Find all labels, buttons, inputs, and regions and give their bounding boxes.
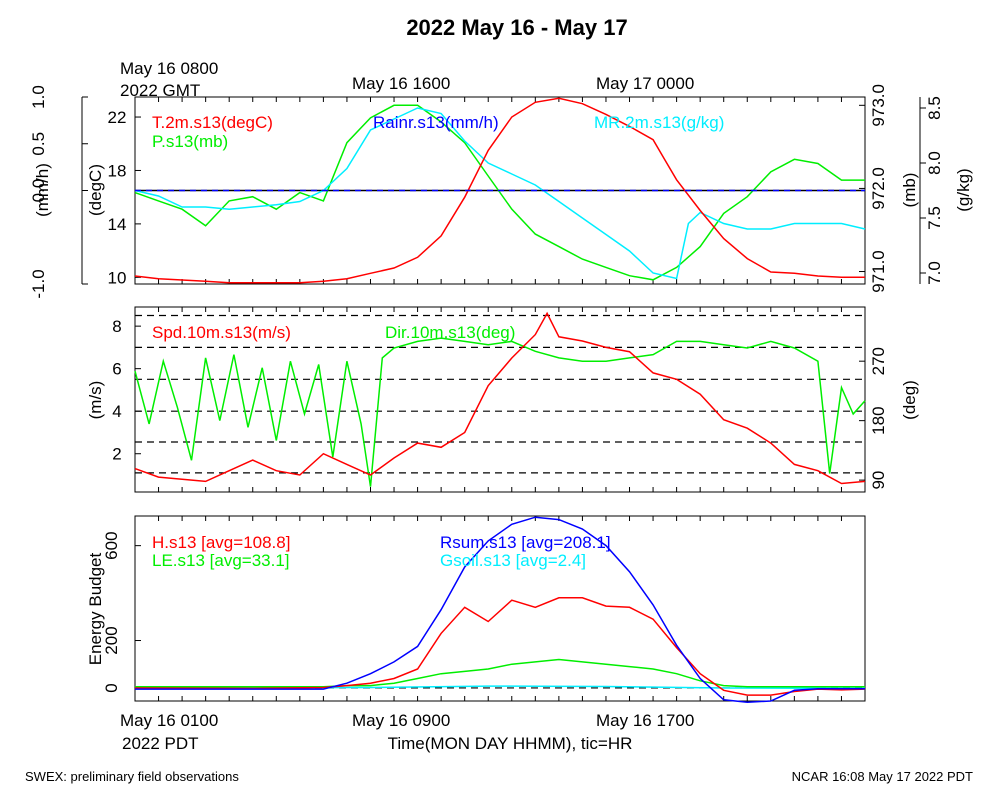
middle-spd-axis-tick-label: 4 <box>112 402 121 421</box>
top-rain-axis-tick-label: 0.0 <box>29 179 48 203</box>
footer-left: SWEX: preliminary field observations <box>25 769 239 784</box>
legend-h-s13-avg-108-8: H.s13 [avg=108.8] <box>152 533 290 552</box>
top-mr-axis-tick-label: 7.5 <box>925 206 944 230</box>
bottom-y-axis-tick-label: 600 <box>102 531 121 559</box>
middle-dir-axis-tick-label: 270 <box>869 347 888 375</box>
top-rain-axis-label: (mm/h) <box>33 163 52 217</box>
top-mr-axis-tick-label: 8.0 <box>925 151 944 175</box>
legend-rainr-s13-mm-h: Rainr.s13(mm/h) <box>373 113 499 132</box>
top-rain-axis-tick-label: -1.0 <box>29 269 48 298</box>
bottom-y-axis-tick-label: 0 <box>102 683 121 692</box>
footer-right: NCAR 16:08 May 17 2022 PDT <box>792 769 973 784</box>
series-line-t-2m-s13-degc <box>134 97 865 284</box>
bottom-panel-frame <box>134 515 866 702</box>
middle-spd-axis-tick-label: 8 <box>112 317 121 336</box>
legend-dir-10m-s13-deg: Dir.10m.s13(deg) <box>385 323 515 342</box>
top-rain-axis-tick-label: 1.0 <box>29 85 48 109</box>
series-line-le-s13-avg-33-1 <box>135 658 865 688</box>
middle-dir-axis-tick-label: 90 <box>869 471 888 490</box>
legend-mr-2m-s13-g-kg: MR.2m.s13(g/kg) <box>594 113 724 132</box>
top-mr-axis-tick-label: 8.5 <box>925 96 944 120</box>
top-end-label: May 17 0000 <box>596 74 694 93</box>
top-pres-axis-tick-label: 972.0 <box>869 167 888 210</box>
top-pres-axis-tick-label: 973.0 <box>869 84 888 127</box>
middle-dir-axis-tick-label: 180 <box>869 406 888 434</box>
top-mid-label: May 16 1600 <box>352 74 450 93</box>
bottom-start-label-line1: May 16 0100 <box>120 711 218 730</box>
top-pres-axis-tick-label: 971.0 <box>869 250 888 293</box>
bottom-start-label-line2: 2022 PDT <box>122 734 199 753</box>
top-temp-axis-tick-label: 22 <box>108 108 127 127</box>
top-temp-axis-label: (degC) <box>86 164 105 216</box>
chart-title: 2022 May 16 - May 17 <box>406 15 627 40</box>
top-mr-axis-label: (g/kg) <box>954 168 973 211</box>
series-line-h-s13-avg-108-8 <box>134 597 866 696</box>
middle-spd-axis-label: (m/s) <box>86 381 105 420</box>
series-line-mr-2m-s13-g-kg <box>134 107 866 280</box>
top-mr-axis-tick-label: 7.0 <box>925 261 944 285</box>
top-start-label-line1: May 16 0800 <box>120 59 218 78</box>
series-line-spd-10m-s13-m-s <box>134 311 866 485</box>
top-temp-axis-tick-label: 14 <box>108 215 127 234</box>
x-axis-label: Time(MON DAY HHMM), tic=HR <box>388 734 633 753</box>
middle-spd-axis-tick-label: 2 <box>112 445 121 464</box>
legend-p-s13-mb: P.s13(mb) <box>152 132 228 151</box>
top-start-label-line2: 2022 GMT <box>120 81 200 100</box>
top-temp-axis-tick-label: 18 <box>108 161 127 180</box>
bottom-y-axis-tick-label: 200 <box>102 626 121 654</box>
series-line-rsum-s13-avg-208-1 <box>135 516 865 703</box>
legend-rsum-s13-avg-208-1: Rsum.s13 [avg=208.1] <box>440 533 611 552</box>
chart-marks: -1.0 0.0 0.5 1.0 10 14 18 22 971.0 972.0 973.0 7.0 7… <box>29 84 944 703</box>
legend-gsoil-s13-avg-2-4: Gsoil.s13 [avg=2.4] <box>440 551 586 570</box>
top-rain-axis-tick-label: 0.5 <box>29 132 48 156</box>
top-temp-axis-tick-label: 10 <box>108 268 127 287</box>
legend-spd-10m-s13-m-s: Spd.10m.s13(m/s) <box>152 323 291 342</box>
bottom-mid-label: May 16 0900 <box>352 711 450 730</box>
middle-spd-axis-tick-label: 6 <box>112 360 121 379</box>
middle-panel-frame <box>134 306 866 493</box>
bottom-y-axis-label: Energy Budget <box>86 552 105 665</box>
legend-le-s13-avg-33-1: LE.s13 [avg=33.1] <box>152 551 290 570</box>
middle-dir-axis-label: (deg) <box>900 380 919 420</box>
top-pres-axis-label: (mb) <box>900 173 919 208</box>
legend-t-2m-s13-degc: T.2m.s13(degC) <box>152 113 273 132</box>
bottom-end-label: May 16 1700 <box>596 711 694 730</box>
series-line-p-s13-mb <box>134 104 865 281</box>
series-line-dir-10m-s13-deg <box>134 337 866 487</box>
